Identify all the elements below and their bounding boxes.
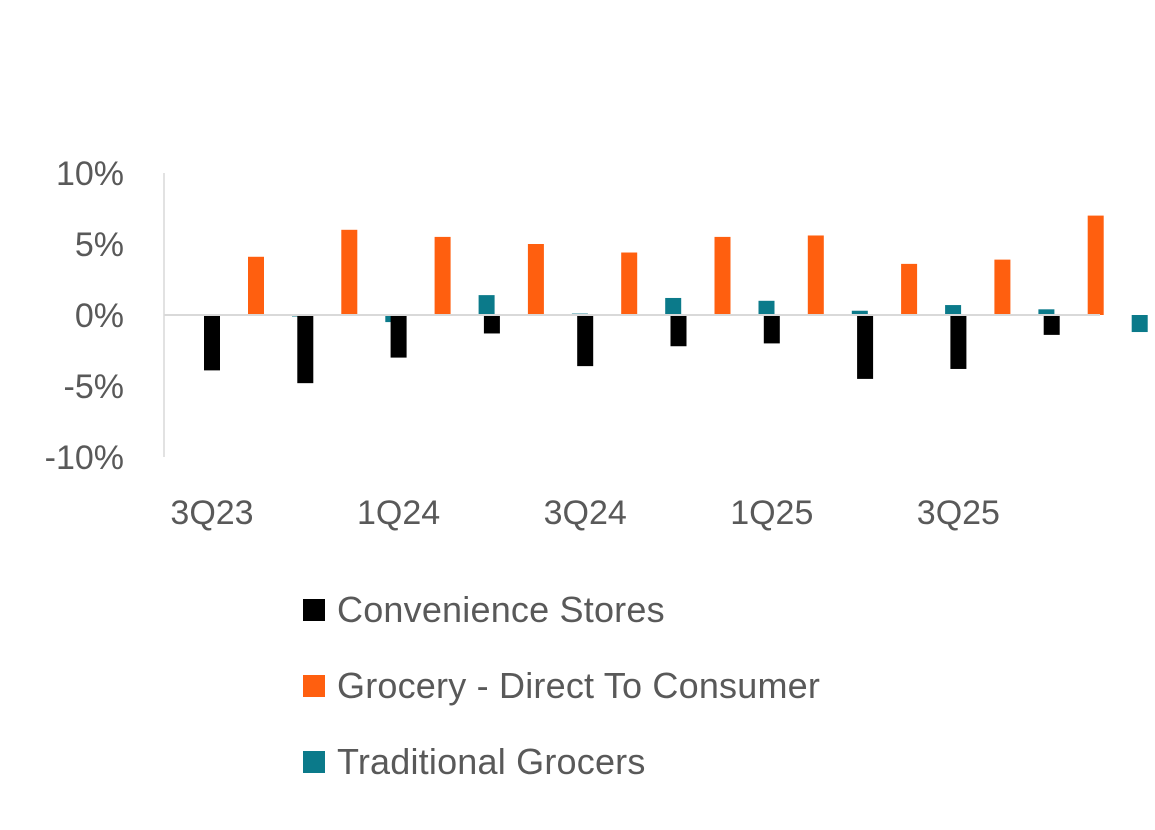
bar-grocery-direct-to-consumer-4q25 [1087, 215, 1104, 315]
x-tick-label: 3Q25 [917, 494, 1000, 532]
bar-convenience-stores-1q25 [763, 315, 780, 344]
bar-convenience-stores-3q23 [204, 315, 220, 371]
x-tick-label: 3Q23 [170, 494, 253, 532]
x-tick-label: 3Q24 [544, 494, 627, 532]
bar-convenience-stores-3q25 [950, 315, 967, 369]
bar-grocery-direct-to-consumer-4q23 [341, 229, 358, 315]
y-tick-label: -5% [64, 368, 124, 406]
bar-convenience-stores-3q24 [577, 315, 594, 367]
bar-convenience-stores-4q23 [297, 315, 314, 384]
legend-label: Traditional Grocers [337, 741, 646, 782]
bar-traditional-grocers-1q25 [851, 310, 868, 315]
legend: Convenience Stores Grocery - Direct To Co… [303, 572, 1003, 800]
bar-grocery-direct-to-consumer-1q25 [807, 235, 824, 315]
bar-convenience-stores-1q24 [390, 315, 407, 358]
bar-grocery-direct-to-consumer-2q25 [901, 263, 918, 315]
legend-label: Convenience Stores [337, 589, 665, 630]
legend-item: Convenience Stores [303, 572, 1003, 648]
bar-convenience-stores-2q25 [857, 315, 874, 379]
bar-convenience-stores-2q24 [483, 315, 500, 334]
legend-item: Grocery - Direct To Consumer [303, 648, 1003, 724]
bar-grocery-direct-to-consumer-3q24 [621, 252, 638, 315]
x-tick-label: 1Q25 [730, 494, 813, 532]
bar-grocery-direct-to-consumer-3q25 [994, 259, 1011, 315]
legend-item: Traditional Grocers [303, 724, 1003, 800]
bar-traditional-grocers-2q25 [945, 305, 962, 315]
x-tick-label: 1Q24 [357, 494, 440, 532]
bar-traditional-grocers-4q25 [1131, 315, 1148, 333]
bar-convenience-stores-4q25 [1043, 315, 1060, 335]
legend-swatch [303, 675, 325, 697]
bar-convenience-stores-4q24 [670, 315, 687, 347]
bar-traditional-grocers-4q24 [758, 300, 775, 315]
y-tick-label: 0% [75, 297, 124, 335]
legend-swatch [303, 599, 325, 621]
bar-grocery-direct-to-consumer-3q23 [248, 256, 264, 315]
bar-grocery-direct-to-consumer-2q24 [527, 244, 544, 315]
y-tick-label: 10% [56, 155, 124, 193]
y-tick-label: 5% [75, 226, 124, 264]
bar-traditional-grocers-3q24 [665, 297, 682, 315]
legend-label: Grocery - Direct To Consumer [337, 665, 821, 706]
y-tick-label: -10% [45, 439, 124, 477]
bar-traditional-grocers-3q25 [1038, 309, 1055, 315]
bar-grocery-direct-to-consumer-1q24 [434, 236, 451, 315]
bar-grocery-direct-to-consumer-4q24 [714, 236, 731, 315]
legend-swatch [303, 751, 325, 773]
bar-traditional-grocers-1q24 [478, 295, 495, 315]
